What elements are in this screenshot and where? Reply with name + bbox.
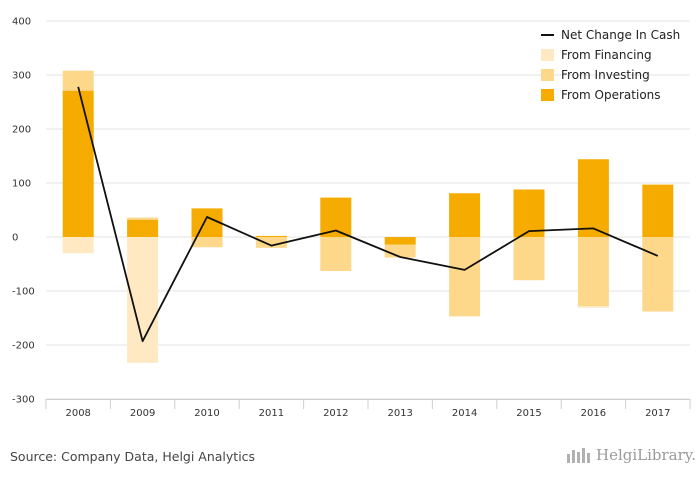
legend-swatch [541, 69, 554, 81]
legend-label: From Investing [561, 68, 650, 82]
x-tick-label: 2017 [645, 408, 670, 419]
y-tick-label: -100 [12, 287, 35, 298]
legend-label: From Financing [561, 48, 652, 62]
library-logo-icon [567, 448, 590, 463]
legend-label: Net Change In Cash [561, 28, 680, 42]
bar-from-financing-2016 [577, 306, 609, 308]
y-axis: 400 300 200 100 0 -100 -200 -300 [12, 17, 35, 406]
bar-from-investing-2014 [449, 237, 481, 317]
legend-swatch [541, 49, 554, 61]
line-net-change-in-cash [77, 86, 659, 343]
legend-swatch [541, 89, 554, 101]
bar-from-investing-2009 [127, 217, 159, 220]
bar-from-operations-2013 [384, 237, 416, 245]
bar-from-operations-2008 [62, 90, 94, 237]
bars [62, 70, 674, 363]
x-tick-label: 2011 [259, 408, 284, 419]
bar-from-investing-2017 [642, 237, 674, 312]
y-tick-label: -200 [12, 341, 35, 352]
legend: Net Change In Cash From Financing From Inv… [541, 28, 680, 102]
x-tick-label: 2012 [323, 408, 348, 419]
bar-from-investing-2016 [577, 237, 609, 307]
bar-from-investing-2011 [255, 237, 287, 248]
bar-from-investing-2008 [62, 70, 94, 91]
bar-from-investing-2015 [513, 237, 545, 281]
x-tick-label: 2014 [452, 408, 477, 419]
y-tick-label: 100 [12, 179, 31, 190]
bar-from-investing-2012 [320, 237, 352, 272]
brand-logo: HelgiLibrary. [566, 446, 696, 464]
y-tick-label: 300 [12, 71, 31, 82]
y-tick-label: 0 [12, 233, 18, 244]
bar-from-financing-2008 [62, 237, 94, 254]
bar-from-operations-2014 [449, 193, 481, 237]
x-tick-label: 2016 [581, 408, 606, 419]
net-change-line [77, 86, 659, 343]
x-tick-label: 2013 [387, 408, 412, 419]
bar-from-investing-2013 [384, 244, 416, 258]
y-tick-label: 200 [12, 125, 31, 136]
legend-label: From Operations [561, 88, 661, 102]
bar-from-operations-2010 [191, 208, 223, 237]
y-tick-label: -300 [12, 395, 35, 406]
x-tick-label: 2010 [194, 408, 219, 419]
y-tick-label: 400 [12, 17, 31, 28]
x-axis: 2008 2009 2010 2011 2012 2013 2014 2015 2016 2017 [45, 399, 691, 419]
source-note: Source: Company Data, Helgi Analytics [10, 449, 256, 464]
x-tick-label: 2015 [516, 408, 541, 419]
bar-from-operations-2009 [127, 219, 159, 237]
bar-from-investing-2010 [191, 237, 223, 248]
bar-from-operations-2015 [513, 189, 545, 237]
bar-from-operations-2017 [642, 184, 674, 237]
x-tick-label: 2009 [130, 408, 155, 419]
bar-from-operations-2016 [577, 159, 609, 237]
brand-name: HelgiLibrary. [596, 446, 697, 464]
bar-from-operations-2011 [255, 235, 287, 237]
x-tick-label: 2008 [65, 408, 90, 419]
